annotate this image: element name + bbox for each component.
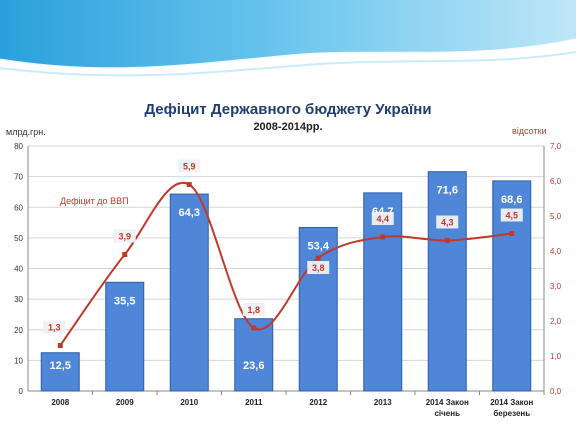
chart-title: Дефіцит Державного бюджету України [144, 101, 432, 118]
x-tick-label: 2009 [116, 398, 134, 407]
bar [169, 193, 209, 392]
bar-value-label: 23,6 [243, 360, 264, 372]
line-point [509, 231, 515, 236]
line-point [380, 234, 386, 240]
y-tick-left: 30 [14, 295, 23, 304]
x-tick-label: січень [434, 409, 460, 418]
header-wave-banner [0, 0, 576, 77]
y-tick-left: 0 [19, 387, 24, 396]
y-tick-left: 20 [14, 326, 23, 335]
bar-value-label: 12,5 [50, 360, 71, 372]
line-value-label: 1,8 [247, 305, 260, 315]
line-point [122, 252, 128, 257]
bar [298, 226, 338, 392]
line-value-label: 5,9 [183, 162, 196, 172]
line-label-box [500, 208, 523, 222]
x-tick-label: березень [493, 409, 530, 418]
x-tick-label: 2010 [180, 398, 198, 407]
line-point [186, 182, 192, 187]
bar-value-label: 71,6 [437, 185, 458, 197]
bar [363, 192, 403, 392]
line-label-box [178, 159, 201, 173]
bar [427, 171, 467, 392]
x-tick-label: 2014 Закон [426, 398, 469, 407]
y-tick-right: 4,0 [550, 247, 562, 256]
line-label-box [371, 212, 394, 225]
x-tick-label: 2014 Закон [490, 398, 533, 407]
x-tick-label: 2008 [51, 398, 69, 407]
bar-value-label: 35,5 [114, 295, 135, 307]
line-label-box [43, 320, 66, 334]
bar [105, 281, 145, 392]
y-tick-right: 3,0 [550, 282, 562, 291]
line-point [57, 343, 63, 348]
y-tick-right: 7,0 [550, 142, 562, 151]
y-tick-left: 70 [14, 173, 23, 182]
line-series-label: Дефіцит до ВВП [60, 196, 129, 206]
y-tick-left: 60 [14, 203, 23, 212]
y-axis-right-label: відсотки [512, 126, 547, 136]
line-value-label: 4,5 [505, 211, 518, 221]
line-series-path [59, 181, 512, 347]
line-label-box [242, 303, 265, 316]
line-label-box [436, 215, 459, 229]
line-value-label: 4,4 [376, 214, 389, 224]
bar [40, 352, 80, 392]
bar [234, 318, 274, 392]
line-value-label: 3,8 [312, 263, 325, 273]
y-tick-right: 6,0 [550, 177, 562, 186]
y-tick-right: 5,0 [550, 212, 562, 221]
line-label-box [113, 229, 136, 243]
x-tick-label: 2013 [374, 398, 392, 407]
line-value-label: 1,3 [48, 323, 61, 333]
line-label-box [307, 261, 330, 274]
line-value-label: 3,9 [118, 232, 131, 242]
line-point [251, 325, 257, 331]
y-axis-left-label: млрд.грн. [6, 127, 46, 137]
y-tick-right: 2,0 [550, 317, 562, 326]
line-point [444, 238, 450, 243]
line-point [315, 255, 321, 261]
y-tick-left: 50 [14, 234, 23, 243]
x-tick-label: 2012 [309, 398, 327, 407]
bar-value-label: 68,6 [501, 194, 522, 206]
x-tick-label: 2011 [245, 398, 263, 407]
bar-value-label: 53,4 [308, 240, 330, 252]
y-tick-left: 10 [14, 356, 23, 365]
y-tick-right: 0,0 [550, 387, 562, 396]
y-tick-left: 80 [14, 142, 23, 151]
line-value-label: 4,3 [441, 218, 454, 228]
chart-subtitle: 2008-2014рр. [253, 121, 323, 133]
bar-value-label: 64,3 [179, 207, 200, 219]
y-tick-right: 1,0 [550, 352, 562, 361]
y-tick-left: 40 [14, 265, 23, 274]
